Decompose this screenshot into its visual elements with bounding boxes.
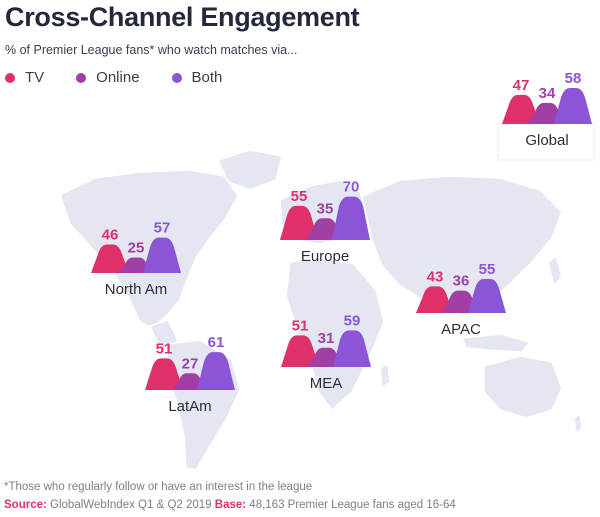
legend-item-tv: TV bbox=[5, 69, 44, 86]
chart-subtitle: % of Premier League fans* who watch matc… bbox=[5, 43, 298, 57]
value-label-latam-both: 61 bbox=[208, 334, 225, 351]
chart-marks: 47 34 58 Global 55 35 70 Europe 46 25 57 North Am 43… bbox=[91, 70, 595, 415]
bar-north-am-tv bbox=[91, 244, 129, 273]
map-africa bbox=[285, 257, 385, 412]
bar-apac-tv bbox=[416, 286, 454, 313]
value-label-apac-tv: 43 bbox=[427, 268, 444, 285]
region-label-apac: APAC bbox=[441, 321, 481, 338]
map-japan bbox=[547, 254, 563, 288]
map-asia bbox=[361, 175, 563, 317]
map-australia bbox=[483, 355, 563, 419]
value-label-global-both: 58 bbox=[565, 70, 582, 87]
source-line: Source: GlobalWebIndex Q1 & Q2 2019 Base… bbox=[4, 499, 456, 511]
legend-label-tv: TV bbox=[25, 69, 45, 86]
region-label-mea: MEA bbox=[310, 375, 343, 392]
region-mea: 51 31 59 MEA bbox=[281, 312, 371, 392]
map-greenland bbox=[216, 149, 283, 191]
bar-latam-tv bbox=[145, 358, 183, 390]
bar-global-tv bbox=[502, 94, 540, 124]
source-text: GlobalWebIndex Q1 & Q2 2019 bbox=[50, 499, 212, 511]
value-label-europe-tv: 55 bbox=[291, 188, 308, 205]
value-label-latam-online: 27 bbox=[182, 355, 199, 372]
region-label-north-am: North Am bbox=[105, 281, 168, 298]
value-label-europe-online: 35 bbox=[317, 200, 334, 217]
region-label-europe: Europe bbox=[301, 248, 349, 265]
bar-north-am-both bbox=[143, 237, 181, 273]
map-madagascar bbox=[379, 362, 391, 390]
region-label-global: Global bbox=[525, 132, 568, 149]
base-label: Base: bbox=[214, 499, 247, 511]
value-label-europe-both: 70 bbox=[343, 179, 360, 196]
value-label-mea-tv: 51 bbox=[292, 317, 309, 334]
legend-dot-both bbox=[171, 72, 182, 83]
bar-europe-tv bbox=[280, 205, 318, 240]
legend-label-both: Both bbox=[191, 69, 223, 86]
bar-apac-both bbox=[468, 278, 506, 313]
value-label-global-tv: 47 bbox=[513, 77, 530, 94]
value-label-global-online: 34 bbox=[539, 85, 556, 102]
map-north-america bbox=[59, 169, 239, 329]
region-global: 47 34 58 Global bbox=[497, 70, 595, 161]
legend-dot-tv bbox=[5, 72, 15, 83]
footnote: *Those who regularly follow or have an i… bbox=[4, 481, 313, 493]
legend-item-both: Both bbox=[171, 69, 223, 86]
region-europe: 55 35 70 Europe bbox=[280, 179, 370, 265]
value-label-latam-tv: 51 bbox=[156, 340, 173, 357]
region-apac: 43 36 55 APAC bbox=[416, 261, 506, 338]
value-label-apac-online: 36 bbox=[453, 273, 470, 290]
value-label-north-am-tv: 46 bbox=[102, 226, 119, 243]
value-label-mea-both: 59 bbox=[344, 312, 361, 329]
region-latam: 51 27 61 LatAm bbox=[145, 334, 235, 415]
value-label-apac-both: 55 bbox=[479, 261, 496, 278]
legend-label-online: Online bbox=[96, 69, 140, 86]
legend-item-online: Online bbox=[76, 69, 140, 86]
legend: TV Online Both bbox=[5, 69, 222, 86]
base-text: 48,163 Premier League fans aged 16-64 bbox=[249, 499, 456, 511]
value-label-north-am-both: 57 bbox=[154, 220, 171, 237]
legend-dot-online bbox=[76, 72, 87, 83]
world-map bbox=[59, 149, 583, 471]
value-label-mea-online: 31 bbox=[318, 330, 335, 347]
bar-global-both bbox=[554, 88, 592, 124]
bar-mea-both bbox=[333, 330, 371, 367]
chart-title: Cross-Channel Engagement bbox=[5, 2, 360, 32]
region-north-am: 46 25 57 North Am bbox=[91, 220, 181, 298]
map-new-zealand bbox=[573, 412, 583, 436]
value-label-north-am-online: 25 bbox=[128, 240, 145, 257]
bar-europe-both bbox=[332, 196, 370, 240]
map-indonesia bbox=[460, 333, 532, 353]
region-label-latam: LatAm bbox=[168, 398, 211, 415]
bar-mea-tv bbox=[281, 335, 319, 367]
bar-latam-both bbox=[197, 352, 235, 390]
source-label: Source: bbox=[4, 499, 47, 511]
